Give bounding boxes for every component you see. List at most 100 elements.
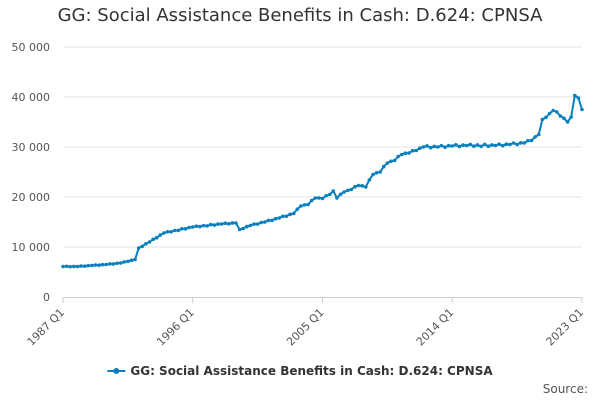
chart-title: GG: Social Assistance Benefits in Cash: … (57, 5, 543, 26)
series-layer (61, 93, 584, 269)
data-point (338, 192, 343, 197)
data-point (162, 231, 166, 235)
data-point (403, 151, 408, 156)
data-point (266, 218, 271, 223)
data-point (226, 222, 231, 226)
data-point (536, 132, 541, 137)
data-point (219, 222, 224, 226)
data-point (410, 148, 415, 153)
x-tick-label: 2014 Q1 (414, 306, 457, 349)
data-point (140, 244, 145, 249)
data-point (529, 138, 534, 143)
data-point (194, 224, 199, 228)
data-point (252, 222, 256, 226)
data-point (295, 207, 300, 211)
data-point (151, 237, 155, 242)
data-point (421, 145, 426, 149)
data-point (554, 110, 559, 114)
data-point (558, 114, 563, 118)
data-point (270, 218, 274, 223)
data-point (576, 96, 581, 100)
data-point (461, 143, 465, 147)
data-point (439, 143, 444, 148)
data-point (331, 189, 336, 193)
data-point (144, 242, 148, 246)
data-point (486, 144, 491, 149)
data-point (418, 146, 422, 151)
data-point (158, 233, 163, 237)
data-point (450, 144, 455, 148)
data-point (230, 221, 235, 225)
data-point (104, 262, 109, 267)
data-point (399, 152, 404, 157)
data-point (569, 115, 573, 119)
data-point (345, 188, 350, 193)
data-point (291, 211, 296, 216)
data-point (288, 212, 292, 217)
data-point (547, 111, 552, 116)
data-point (216, 222, 220, 226)
data-point (396, 154, 400, 159)
y-tick-label: 20 000 (12, 191, 51, 204)
x-tick-label: 2005 Q1 (284, 306, 327, 349)
data-point (446, 143, 451, 148)
data-point (133, 257, 137, 262)
data-point (281, 214, 285, 219)
data-point (381, 164, 386, 169)
data-point (97, 263, 101, 267)
data-point (508, 142, 512, 147)
data-point (68, 264, 73, 269)
data-point (378, 170, 382, 174)
data-point (385, 161, 390, 165)
data-point (371, 172, 375, 177)
data-point (389, 159, 393, 164)
data-point (572, 93, 577, 98)
data-point (511, 141, 516, 145)
data-point (468, 142, 473, 147)
data-point (464, 143, 469, 148)
data-point (205, 224, 209, 228)
x-tick-label: 2023 Q1 (544, 306, 587, 349)
data-point (580, 107, 584, 112)
data-point (299, 204, 303, 208)
data-point (367, 178, 372, 182)
data-point (432, 144, 437, 149)
axis-layer: 0 10 000 20 000 30 000 40 000 50 000 1987 Q1 19… (12, 41, 587, 348)
data-point (414, 148, 419, 153)
data-point (136, 246, 141, 250)
legend-item[interactable]: GG: Social Assistance Benefits in Cash: … (107, 364, 493, 378)
data-point (198, 224, 202, 229)
data-point (565, 120, 570, 124)
data-point (454, 142, 458, 147)
legend-marker-icon (107, 366, 126, 376)
data-point (302, 203, 307, 207)
data-point (479, 144, 483, 149)
data-point (360, 184, 364, 188)
data-point (201, 223, 206, 228)
data-point (245, 224, 249, 229)
y-tick-label: 10 000 (12, 241, 51, 254)
data-point (284, 214, 289, 218)
data-point (122, 260, 127, 264)
data-point (349, 187, 354, 192)
series-line (62, 94, 583, 268)
data-point (324, 193, 328, 198)
data-point (518, 141, 523, 145)
data-point (208, 222, 213, 227)
data-point (533, 135, 537, 139)
y-tick-label: 50 000 (12, 41, 51, 54)
data-point (407, 151, 411, 155)
data-point (493, 143, 498, 148)
credits-text[interactable]: Source: (542, 382, 588, 396)
data-point (327, 192, 332, 197)
data-point (223, 221, 227, 226)
data-point (248, 223, 253, 228)
data-point (93, 263, 98, 267)
data-point (64, 264, 69, 269)
data-point (482, 142, 487, 147)
data-point (129, 258, 134, 263)
data-point (562, 116, 566, 121)
data-point (172, 228, 177, 233)
data-point (522, 141, 527, 145)
